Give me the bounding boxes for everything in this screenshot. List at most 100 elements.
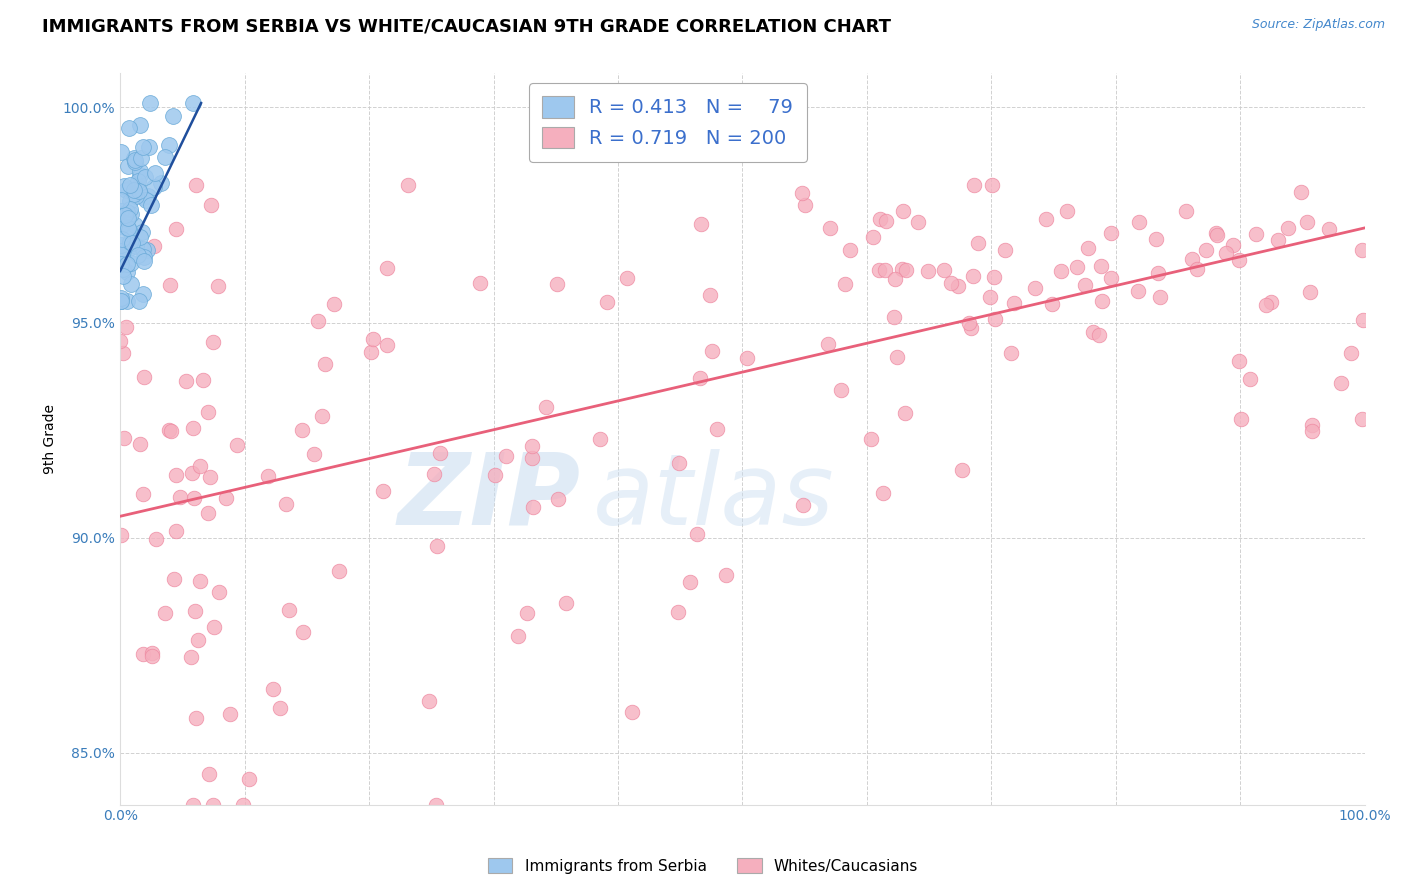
Point <box>957 316 980 330</box>
Point <box>589 432 612 446</box>
Point <box>141 646 163 660</box>
Point <box>150 176 173 190</box>
Point <box>429 446 451 460</box>
Text: Source: ZipAtlas.com: Source: ZipAtlas.com <box>1251 18 1385 31</box>
Point <box>1149 289 1171 303</box>
Point <box>142 239 165 253</box>
Point <box>157 138 180 153</box>
Point <box>1205 227 1227 242</box>
Point <box>890 262 912 277</box>
Point <box>893 203 915 218</box>
Point <box>232 797 254 812</box>
Point <box>110 244 132 258</box>
Point <box>834 277 856 292</box>
Point <box>187 633 209 648</box>
Point <box>181 420 204 434</box>
Point <box>883 271 905 285</box>
Point <box>304 447 326 461</box>
Point <box>714 567 737 582</box>
Point <box>110 294 132 309</box>
Point <box>169 490 191 504</box>
Point <box>115 211 138 226</box>
Point <box>207 279 229 293</box>
Point <box>360 345 382 359</box>
Point <box>1002 296 1025 310</box>
Text: atlas: atlas <box>593 449 835 546</box>
Point <box>111 261 134 276</box>
Point <box>426 539 449 553</box>
Point <box>291 423 314 437</box>
Point <box>425 797 447 812</box>
Point <box>134 169 156 184</box>
Point <box>143 166 166 180</box>
Legend: Immigrants from Serbia, Whites/Caucasians: Immigrants from Serbia, Whites/Caucasian… <box>482 852 924 880</box>
Point <box>859 432 882 446</box>
Point <box>522 500 544 515</box>
Point <box>418 694 440 708</box>
Point <box>162 109 184 123</box>
Point <box>117 159 139 173</box>
Point <box>124 153 146 167</box>
Point <box>191 373 214 387</box>
Point <box>155 150 177 164</box>
Point <box>1040 297 1063 311</box>
Point <box>983 269 1005 284</box>
Point <box>1301 417 1323 432</box>
Point <box>110 294 132 309</box>
Point <box>117 182 139 196</box>
Point <box>869 212 891 227</box>
Point <box>132 647 155 661</box>
Point <box>423 467 446 482</box>
Point <box>520 450 543 465</box>
Point <box>1215 246 1237 260</box>
Point <box>939 276 962 290</box>
Point <box>790 186 813 200</box>
Point <box>124 155 146 169</box>
Point <box>118 178 141 193</box>
Point <box>124 219 146 233</box>
Point <box>180 650 202 665</box>
Point <box>792 499 814 513</box>
Point <box>994 243 1017 257</box>
Point <box>967 235 990 250</box>
Point <box>110 291 132 305</box>
Point <box>1351 313 1374 327</box>
Point <box>292 625 315 640</box>
Point <box>128 164 150 178</box>
Point <box>129 230 152 244</box>
Point <box>114 208 136 222</box>
Point <box>110 238 132 252</box>
Point <box>122 183 145 197</box>
Point <box>534 400 557 414</box>
Point <box>125 189 148 203</box>
Point <box>111 232 134 246</box>
Point <box>128 294 150 309</box>
Point <box>1126 284 1149 298</box>
Point <box>153 607 176 621</box>
Point <box>215 491 238 505</box>
Point <box>115 257 138 271</box>
Point <box>396 178 419 192</box>
Point <box>200 198 222 212</box>
Point <box>962 269 984 284</box>
Point <box>127 248 149 262</box>
Point <box>129 437 152 451</box>
Point <box>197 405 219 419</box>
Legend: R = 0.413   N =    79, R = 0.719   N = 200: R = 0.413 N = 79, R = 0.719 N = 200 <box>529 83 807 162</box>
Point <box>115 265 138 279</box>
Point <box>817 337 839 351</box>
Point <box>896 263 918 277</box>
Point <box>165 524 187 539</box>
Point <box>1227 354 1250 368</box>
Point <box>983 312 1005 326</box>
Point <box>1187 262 1209 277</box>
Point <box>118 202 141 216</box>
Point <box>1050 264 1073 278</box>
Point <box>893 406 915 420</box>
Point <box>125 181 148 195</box>
Point <box>1317 222 1340 236</box>
Point <box>110 219 132 234</box>
Point <box>839 243 862 257</box>
Point <box>128 184 150 198</box>
Point <box>127 174 149 188</box>
